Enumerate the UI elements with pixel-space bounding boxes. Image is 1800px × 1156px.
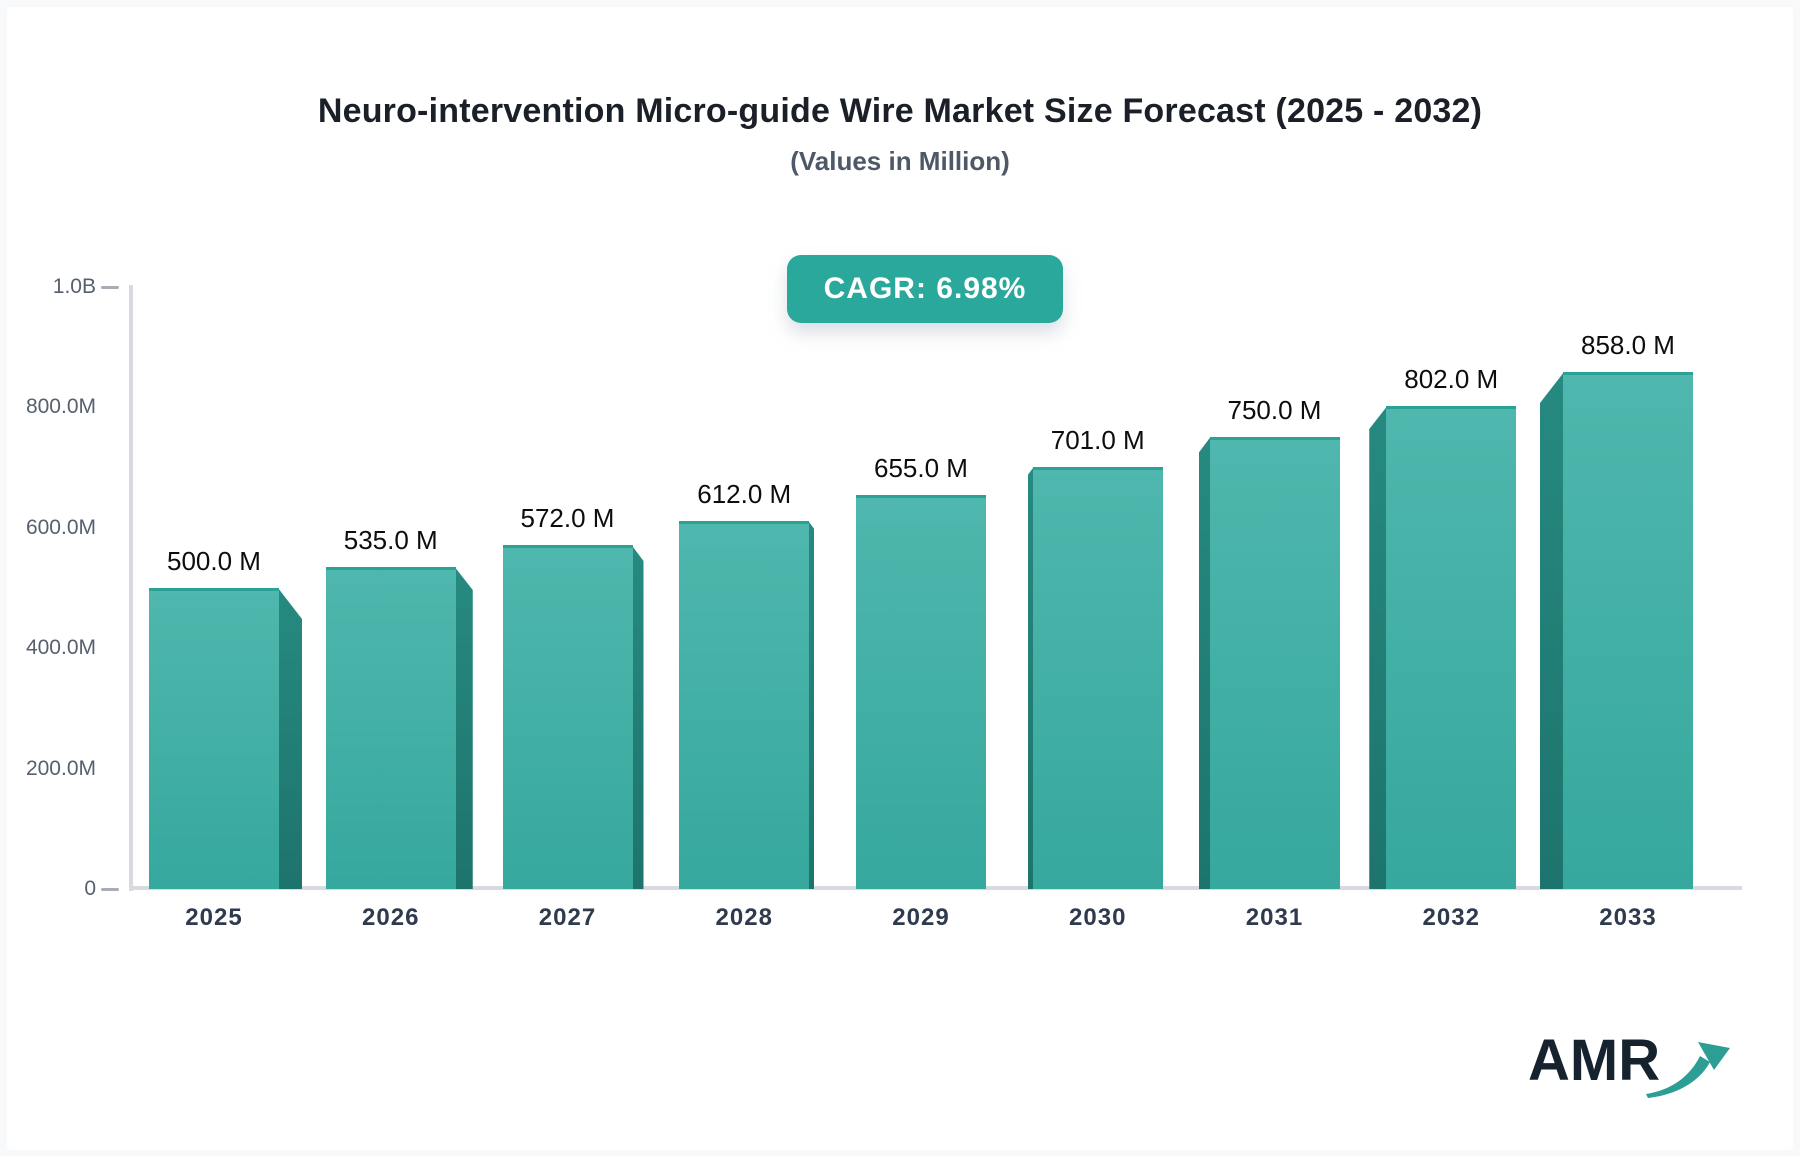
y-axis-label: 200.0M (25, 756, 96, 780)
y-axis-line (129, 285, 133, 891)
bar-value-label: 701.0 M (1050, 425, 1145, 455)
y-axis-label: 1.0B (52, 275, 96, 298)
trend-up-arrow-icon (1646, 1042, 1731, 1098)
amr-logo: AMR (1528, 1032, 1732, 1102)
y-axis-label: 0 (84, 877, 96, 900)
bar[interactable] (856, 495, 986, 889)
x-axis-label: 2026 (362, 904, 420, 931)
bar-side-face (1027, 467, 1034, 889)
x-axis-label: 2032 (1422, 904, 1480, 931)
bar-side-face (1540, 372, 1564, 889)
x-axis-label: 2029 (892, 904, 950, 931)
x-axis-label: 2025 (185, 904, 243, 931)
x-axis-label: 2030 (1069, 904, 1127, 931)
bar-value-label: 802.0 M (1404, 364, 1499, 394)
y-axis-tick (101, 887, 119, 891)
x-axis-label: 2027 (538, 904, 597, 931)
y-axis-label: 600.0M (25, 515, 96, 539)
y-axis-tick (101, 285, 119, 289)
bar-side-face (454, 567, 473, 889)
y-axis-label: 400.0M (25, 636, 96, 660)
bar[interactable] (679, 521, 810, 889)
bar[interactable] (149, 588, 279, 889)
bar[interactable] (1386, 406, 1517, 889)
bar-side-face (1198, 437, 1211, 889)
x-axis-label: 2033 (1599, 904, 1657, 931)
cagr-badge-label: CAGR: 6.98% (823, 272, 1027, 305)
amr-logo-text: AMR (1528, 1028, 1661, 1093)
bar-value-label: 655.0 M (874, 453, 968, 483)
bar[interactable] (1563, 372, 1693, 889)
bar-value-label: 535.0 M (343, 525, 438, 555)
bar-side-face (278, 588, 302, 889)
chart-title: Neuro-intervention Micro-guide Wire Mark… (317, 92, 1483, 130)
cagr-badge: CAGR: 6.98% (787, 255, 1063, 323)
bar[interactable] (325, 567, 456, 889)
bar-value-label: 572.0 M (520, 503, 615, 533)
bar[interactable] (1209, 437, 1340, 889)
bar-side-face (1369, 406, 1388, 889)
bar-value-label: 858.0 M (1581, 330, 1675, 360)
bar-value-label: 750.0 M (1227, 395, 1322, 425)
chart-subtitle: (Values in Million) (790, 146, 1010, 176)
bar-value-label: 500.0 M (167, 546, 261, 576)
bar[interactable] (1032, 467, 1163, 889)
bar-side-face (631, 545, 644, 889)
bar[interactable] (502, 545, 633, 889)
bar-side-face (808, 521, 815, 889)
bar-value-label: 612.0 M (697, 479, 792, 509)
x-axis-label: 2028 (715, 904, 773, 931)
y-axis-label: 800.0M (25, 395, 96, 419)
x-axis-label: 2031 (1245, 904, 1304, 931)
